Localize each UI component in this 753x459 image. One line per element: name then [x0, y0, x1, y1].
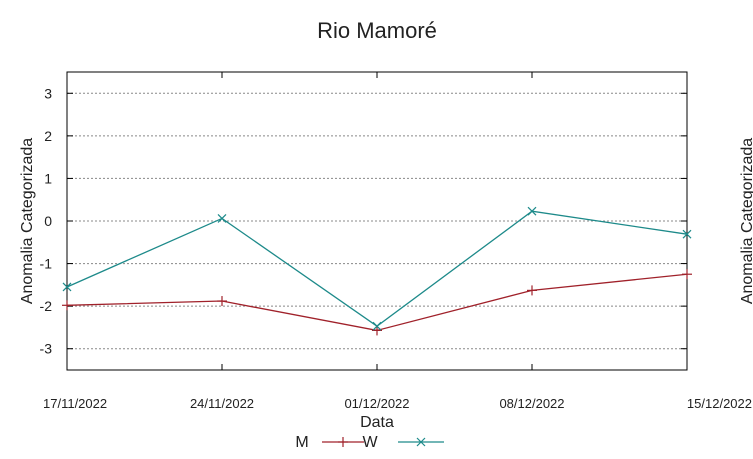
data-point	[527, 206, 537, 216]
legend-item-m: M	[295, 434, 364, 451]
series-line	[66, 273, 688, 332]
y-tick-label: 0	[44, 213, 52, 229]
x-tick-label: 17/11/2022	[43, 396, 107, 411]
legend-label: M	[295, 434, 308, 451]
data-point	[682, 229, 692, 239]
series-m	[62, 269, 692, 336]
y-tick-label: -3	[40, 341, 53, 357]
data-point	[62, 282, 72, 292]
series-lines	[62, 206, 692, 336]
series-w	[62, 206, 692, 331]
x-tick-label: 01/12/2022	[344, 396, 409, 411]
x-axis-label: Data	[360, 414, 394, 431]
y-axis-ticks: 3 2 1 0 -1 -2 -3	[40, 85, 687, 357]
series-line	[66, 210, 688, 327]
x-tick-label: 15/12/2022	[687, 396, 752, 411]
y-tick-label: 1	[44, 170, 52, 186]
y-tick-label: -1	[40, 256, 53, 272]
grid	[67, 92, 687, 350]
y-tick-label: 3	[44, 85, 52, 101]
data-point	[416, 437, 426, 447]
x-tick-label: 24/11/2022	[190, 396, 254, 411]
y-axis-label: Anomalia Categorizada	[19, 138, 36, 304]
y-tick-label: -2	[40, 298, 53, 314]
y-tick-label: 2	[44, 128, 52, 144]
legend-label: W	[362, 434, 378, 451]
legend-item-w: W	[362, 434, 444, 451]
x-axis-ticks: 17/11/2022 24/11/2022 01/12/2022 08/12/2022…	[43, 72, 752, 411]
data-point	[217, 214, 227, 223]
chart-title: Rio Mamoré	[317, 18, 437, 43]
x-tick-label: 08/12/2022	[499, 396, 564, 411]
right-y-axis-label: Anomalia Categorizada	[739, 138, 753, 304]
data-point	[372, 321, 382, 331]
